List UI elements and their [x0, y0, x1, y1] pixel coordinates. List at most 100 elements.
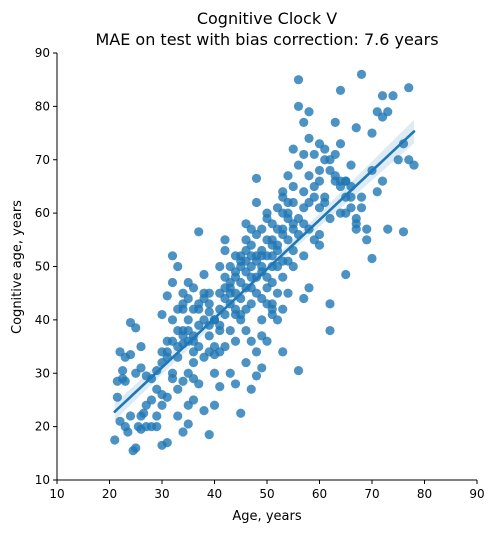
scatter-point: [246, 240, 256, 250]
scatter-point: [131, 323, 141, 333]
scatter-point: [251, 197, 262, 208]
scatter-point: [251, 173, 262, 184]
scatter-point: [278, 304, 288, 314]
scatter-point: [246, 299, 256, 309]
scatter-point: [173, 304, 183, 314]
scatter-point: [204, 307, 214, 317]
scatter-point: [320, 192, 330, 202]
scatter-point: [188, 395, 199, 405]
scatter-point: [173, 325, 183, 336]
x-tick-label: 70: [364, 487, 379, 501]
scatter-point: [299, 293, 309, 304]
scatter-point: [325, 213, 335, 224]
scatter-point: [178, 427, 188, 437]
scatter-point: [346, 203, 356, 213]
scatter-point: [272, 288, 283, 298]
scatter-point: [225, 325, 235, 336]
scatter-point: [220, 341, 230, 352]
scatter-point: [267, 251, 277, 261]
scatter-point: [267, 219, 277, 229]
scatter-points-layer: [110, 69, 419, 456]
scatter-point: [194, 320, 204, 330]
scatter-point: [167, 315, 178, 325]
scatter-point: [351, 123, 361, 133]
scatter-point: [304, 107, 314, 117]
x-tick-label: 80: [417, 487, 432, 501]
scatter-point: [362, 224, 372, 234]
scatter-point: [293, 365, 304, 376]
scatter-point: [146, 395, 157, 405]
regression-line-layer: [113, 130, 416, 413]
scatter-point: [404, 83, 414, 93]
scatter-point: [215, 325, 225, 336]
scatter-point: [325, 299, 335, 309]
scatter-point: [236, 251, 246, 261]
scatter-point: [178, 288, 188, 298]
scatter-point: [278, 272, 288, 282]
scatter-point: [288, 181, 298, 192]
scatter-point: [278, 224, 288, 234]
scatter-point: [267, 277, 277, 288]
scatter-point: [257, 363, 267, 373]
scatter-point: [299, 251, 309, 261]
scatter-point: [167, 251, 178, 261]
scatter-point: [272, 203, 283, 213]
scatter-point: [157, 400, 167, 410]
scatter-point: [288, 261, 298, 272]
scatter-point: [356, 69, 367, 79]
scatter-point: [194, 341, 204, 352]
scatter-point: [257, 251, 267, 261]
scatter-point: [257, 331, 267, 341]
scatter-point: [409, 160, 419, 170]
y-tick-label: 10: [35, 473, 50, 487]
scatter-point: [383, 224, 393, 234]
y-tick-label: 50: [35, 260, 50, 274]
scatter-point: [241, 325, 251, 336]
y-tick-label: 20: [35, 420, 50, 434]
scatter-point: [167, 373, 178, 384]
scatter-point: [299, 187, 309, 197]
scatter-point: [199, 269, 209, 280]
y-ticks: 10 20 30 40 50 60 70 80 90: [35, 46, 57, 487]
y-tick-label: 80: [35, 99, 50, 113]
scatter-point: [314, 165, 325, 176]
scatter-point: [398, 227, 409, 237]
scatter-point: [335, 85, 346, 95]
scatter-point: [304, 171, 314, 181]
scatter-point: [167, 277, 178, 288]
scatter-point: [157, 309, 167, 320]
scatter-point: [325, 325, 335, 336]
scatter-point: [330, 149, 340, 160]
scatter-point: [152, 411, 162, 421]
y-tick-label: 70: [35, 153, 50, 167]
chart-title-line1: Cognitive Clock V: [197, 9, 337, 28]
scatter-point: [120, 376, 130, 386]
scatter-point: [246, 336, 256, 346]
scatter-point: [283, 288, 293, 298]
scatter-point: [225, 277, 235, 288]
x-tick-label: 90: [469, 487, 484, 501]
chart-title-line2: MAE on test with bias correction: 7.6 ye…: [95, 30, 438, 49]
scatter-point: [246, 272, 256, 282]
scatter-point: [236, 277, 246, 288]
scatter-point: [393, 155, 403, 165]
scatter-point: [356, 192, 367, 202]
scatter-point: [267, 299, 277, 309]
scatter-point: [230, 379, 241, 389]
scatter-point: [267, 240, 277, 250]
scatter-point: [246, 384, 256, 394]
scatter-point: [299, 149, 309, 160]
scatter-point: [383, 107, 393, 117]
scatter-point: [299, 117, 309, 127]
scatter-point: [246, 251, 256, 261]
scatter-point: [341, 269, 351, 280]
scatter-point: [278, 187, 288, 197]
scatter-point: [188, 357, 199, 368]
scatter-point: [367, 253, 377, 264]
scatter-point: [398, 139, 409, 149]
regression-line: [113, 130, 416, 413]
scatter-point: [188, 304, 199, 314]
scatter-point: [123, 427, 133, 437]
